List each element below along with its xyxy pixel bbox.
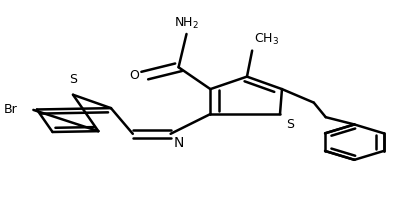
Text: O: O: [129, 69, 138, 82]
Text: CH$_3$: CH$_3$: [253, 32, 279, 48]
Text: N: N: [173, 136, 184, 150]
Text: NH$_2$: NH$_2$: [174, 16, 198, 31]
Text: S: S: [285, 118, 293, 131]
Text: S: S: [69, 73, 77, 86]
Text: Br: Br: [4, 103, 17, 116]
